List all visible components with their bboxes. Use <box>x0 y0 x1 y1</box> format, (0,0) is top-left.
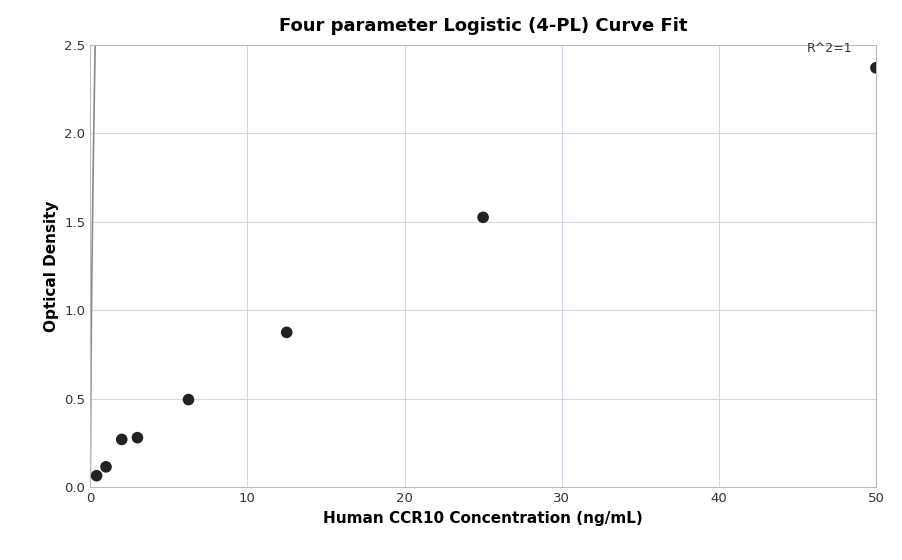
Text: R^2=1: R^2=1 <box>805 43 851 55</box>
Y-axis label: Optical Density: Optical Density <box>43 200 59 332</box>
Point <box>280 328 294 337</box>
Point <box>130 433 144 442</box>
Point <box>868 63 882 72</box>
Point <box>115 435 129 444</box>
Point <box>98 463 113 472</box>
X-axis label: Human CCR10 Concentration (ng/mL): Human CCR10 Concentration (ng/mL) <box>323 511 642 526</box>
Title: Four parameter Logistic (4-PL) Curve Fit: Four parameter Logistic (4-PL) Curve Fit <box>279 17 686 35</box>
Point <box>475 213 490 222</box>
Point <box>89 471 104 480</box>
Point <box>181 395 196 404</box>
